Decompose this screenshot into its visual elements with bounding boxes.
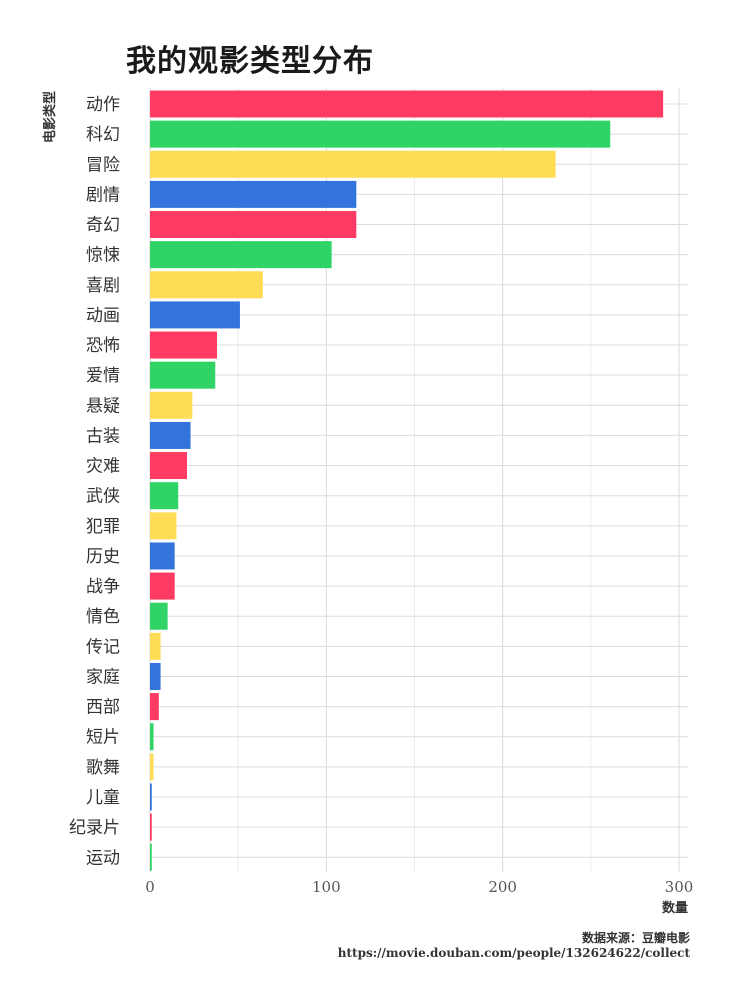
category-label: 历史 xyxy=(86,547,120,567)
bar-惊悚 xyxy=(150,241,332,269)
category-label: 战争 xyxy=(86,577,120,597)
bar-传记 xyxy=(150,632,161,660)
x-axis-title: 数量 xyxy=(662,900,688,916)
category-label: 传记 xyxy=(86,637,120,657)
bar-古装 xyxy=(150,421,191,449)
category-label: 家庭 xyxy=(86,667,120,687)
category-label: 恐怖 xyxy=(86,336,120,356)
bar-冒险 xyxy=(150,150,556,178)
bar-纪录片 xyxy=(150,813,152,841)
x-tick-labels: 0 100 200 300 xyxy=(145,878,693,896)
bar-科幻 xyxy=(150,120,611,148)
bar-歌舞 xyxy=(150,753,154,781)
category-label: 武侠 xyxy=(86,487,120,507)
x-tick-label: 0 xyxy=(145,878,155,896)
bar-短片 xyxy=(150,723,154,751)
category-label: 动画 xyxy=(86,306,120,326)
bar-剧情 xyxy=(150,180,357,208)
bars xyxy=(150,90,664,871)
category-label: 悬疑 xyxy=(86,396,120,416)
bar-战争 xyxy=(150,572,175,600)
bar-运动 xyxy=(150,843,152,871)
category-label: 儿童 xyxy=(86,788,120,808)
caption-source: 数据来源：豆瓣电影 xyxy=(581,931,690,945)
category-label: 动作 xyxy=(86,95,120,115)
bar-动画 xyxy=(150,301,240,329)
x-tick-label: 200 xyxy=(488,878,517,896)
category-label: 喜剧 xyxy=(86,276,120,296)
category-label: 剧情 xyxy=(86,185,120,205)
bar-动作 xyxy=(150,90,664,118)
bar-情色 xyxy=(150,602,168,630)
bar-悬疑 xyxy=(150,391,193,419)
category-label: 运动 xyxy=(86,848,120,868)
bar-爱情 xyxy=(150,361,216,389)
bar-喜剧 xyxy=(150,271,263,299)
bar-西部 xyxy=(150,693,159,721)
y-axis-title: 电影类型 xyxy=(42,91,58,143)
bar-灾难 xyxy=(150,452,188,480)
bar-武侠 xyxy=(150,482,179,510)
category-label: 灾难 xyxy=(86,457,120,477)
bar-奇幻 xyxy=(150,211,357,239)
bar-儿童 xyxy=(150,783,152,811)
category-label: 纪录片 xyxy=(69,818,120,838)
category-label: 惊悚 xyxy=(86,246,120,266)
category-label: 歌舞 xyxy=(86,758,120,778)
caption-url: https://movie.douban.com/people/13262462… xyxy=(337,946,690,960)
bar-家庭 xyxy=(150,662,161,690)
chart-title: 我的观影类型分布 xyxy=(126,44,374,79)
category-labels: 动作科幻冒险剧情奇幻惊悚喜剧动画恐怖爱情悬疑古装灾难武侠犯罪历史战争情色传记家庭… xyxy=(69,95,120,868)
category-label: 短片 xyxy=(86,728,120,748)
category-label: 西部 xyxy=(86,698,120,718)
x-tick-label: 100 xyxy=(312,878,341,896)
category-label: 爱情 xyxy=(86,366,120,386)
category-label: 犯罪 xyxy=(86,517,120,537)
bar-历史 xyxy=(150,542,175,570)
bar-恐怖 xyxy=(150,331,218,359)
category-label: 古装 xyxy=(86,426,120,446)
category-label: 奇幻 xyxy=(86,216,120,236)
x-tick-label: 300 xyxy=(665,878,694,896)
category-label: 冒险 xyxy=(86,155,120,175)
bar-犯罪 xyxy=(150,512,177,540)
category-label: 科幻 xyxy=(86,125,120,145)
category-label: 情色 xyxy=(86,607,120,627)
